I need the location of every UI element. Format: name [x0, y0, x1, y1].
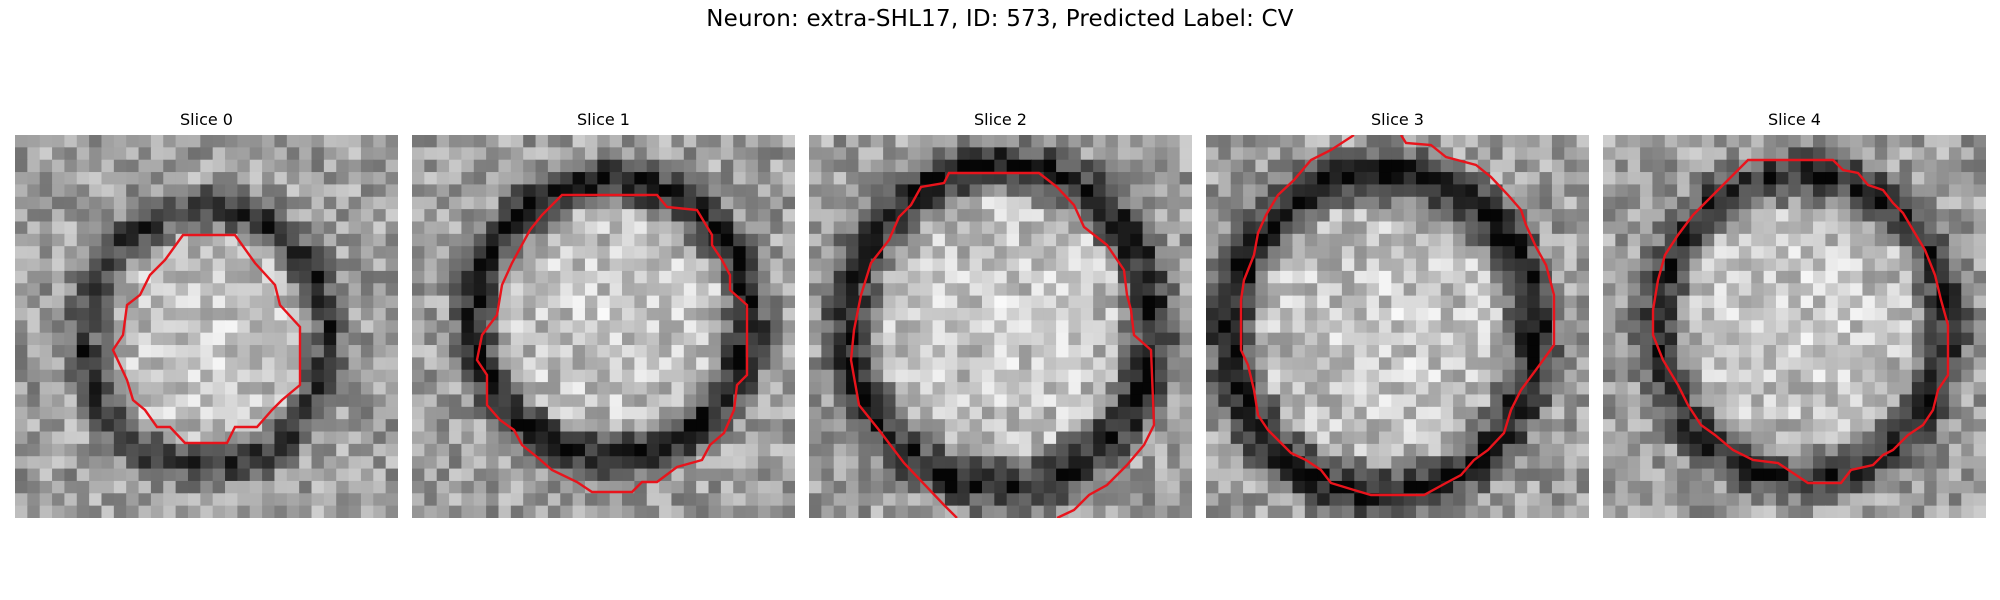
segmentation-contour [1651, 158, 1950, 485]
microscopy-image [1603, 135, 1986, 518]
microscopy-image [412, 135, 795, 518]
slice-title: Slice 1 [577, 110, 630, 129]
segmentation-contour [111, 233, 302, 445]
microscopy-image [1206, 135, 1589, 518]
figure-title: Neuron: extra-SHL17, ID: 573, Predicted … [706, 6, 1294, 32]
slice-title: Slice 4 [1768, 110, 1821, 129]
segmentation-contour [849, 171, 1156, 518]
slice-title: Slice 0 [180, 110, 233, 129]
segmentation-contour [475, 193, 749, 494]
microscopy-image [15, 135, 398, 518]
microscopy-image [809, 135, 1192, 518]
slice-title: Slice 2 [974, 110, 1027, 129]
segmentation-contour [1239, 135, 1556, 497]
slice-title: Slice 3 [1371, 110, 1424, 129]
